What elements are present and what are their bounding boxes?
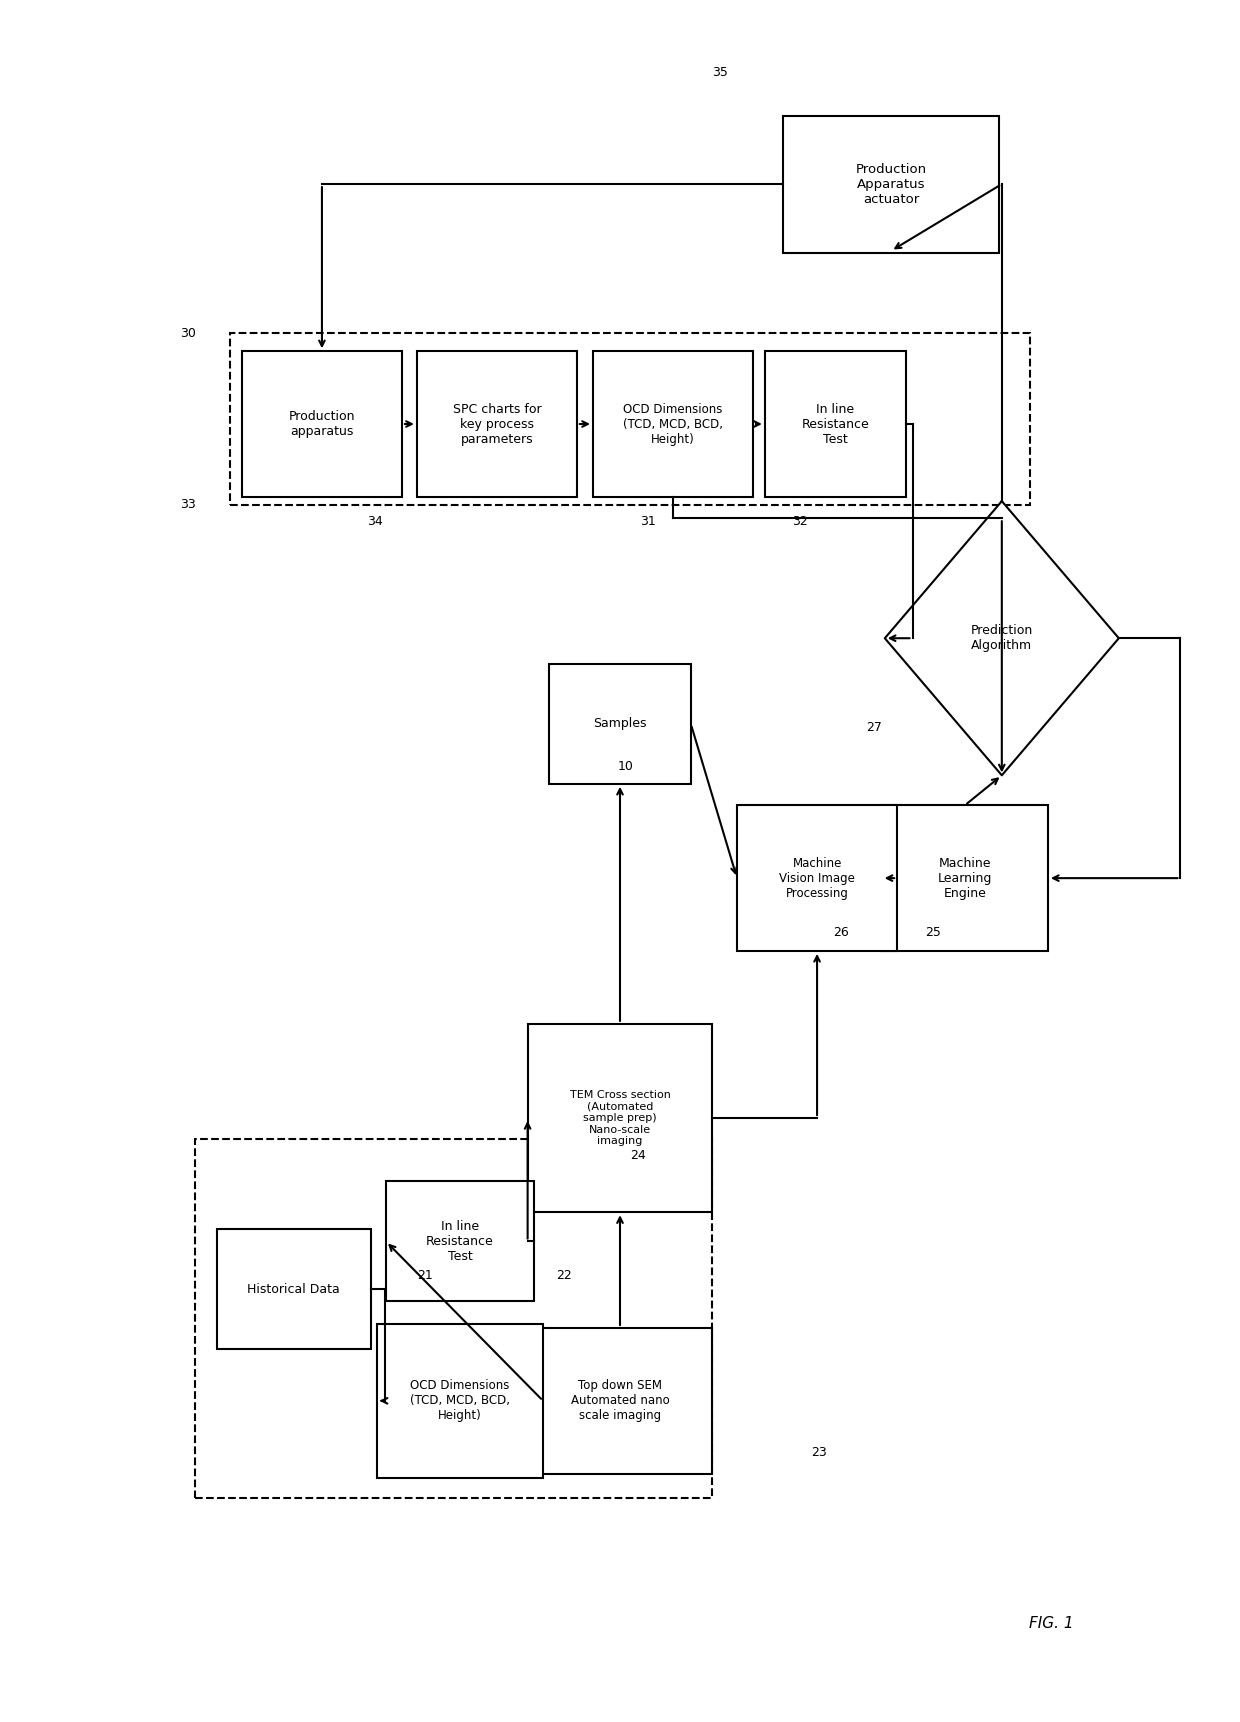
Text: OCD Dimensions
(TCD, MCD, BCD,
Height): OCD Dimensions (TCD, MCD, BCD, Height): [410, 1379, 510, 1422]
Polygon shape: [885, 501, 1118, 775]
Bar: [217, 1230, 371, 1350]
Text: Production
Apparatus
actuator: Production Apparatus actuator: [856, 162, 926, 205]
Bar: [528, 1328, 712, 1474]
Text: Machine
Vision Image
Processing: Machine Vision Image Processing: [779, 856, 856, 899]
Text: 32: 32: [792, 515, 808, 529]
Text: 23: 23: [811, 1446, 827, 1459]
Text: 34: 34: [367, 515, 383, 529]
Text: Top down SEM
Automated nano
scale imaging: Top down SEM Automated nano scale imagin…: [570, 1379, 670, 1422]
Bar: [386, 1181, 533, 1302]
Bar: [229, 332, 1030, 505]
Text: In line
Resistance
Test: In line Resistance Test: [427, 1219, 494, 1262]
Bar: [737, 806, 897, 951]
Text: 21: 21: [417, 1269, 433, 1283]
Text: Samples: Samples: [593, 718, 647, 730]
Text: 26: 26: [833, 926, 849, 940]
Bar: [417, 351, 577, 498]
Bar: [593, 351, 753, 498]
Text: 22: 22: [556, 1269, 572, 1283]
Text: OCD Dimensions
(TCD, MCD, BCD,
Height): OCD Dimensions (TCD, MCD, BCD, Height): [622, 403, 723, 446]
Text: 24: 24: [630, 1149, 646, 1162]
Text: Prediction
Algorithm: Prediction Algorithm: [971, 623, 1033, 653]
Text: TEM Cross section
(Automated
sample prep)
Nano-scale
imaging: TEM Cross section (Automated sample prep…: [569, 1090, 671, 1147]
Text: 31: 31: [640, 515, 656, 529]
Bar: [377, 1324, 543, 1477]
Bar: [242, 351, 402, 498]
Bar: [765, 351, 906, 498]
Text: 30: 30: [180, 327, 196, 339]
Text: 27: 27: [867, 722, 882, 734]
Text: 33: 33: [180, 498, 196, 511]
Bar: [784, 115, 998, 253]
Text: Historical Data: Historical Data: [247, 1283, 340, 1297]
Bar: [528, 1025, 712, 1212]
Bar: [195, 1138, 712, 1498]
Text: Machine
Learning
Engine: Machine Learning Engine: [937, 856, 992, 899]
Text: In line
Resistance
Test: In line Resistance Test: [802, 403, 869, 446]
Text: 10: 10: [618, 759, 634, 773]
Bar: [882, 806, 1048, 951]
Text: Production
apparatus: Production apparatus: [289, 410, 355, 437]
Bar: [549, 665, 691, 784]
Text: 35: 35: [712, 65, 728, 79]
Text: 25: 25: [925, 926, 941, 940]
Text: FIG. 1: FIG. 1: [1029, 1615, 1074, 1631]
Text: SPC charts for
key process
parameters: SPC charts for key process parameters: [453, 403, 541, 446]
